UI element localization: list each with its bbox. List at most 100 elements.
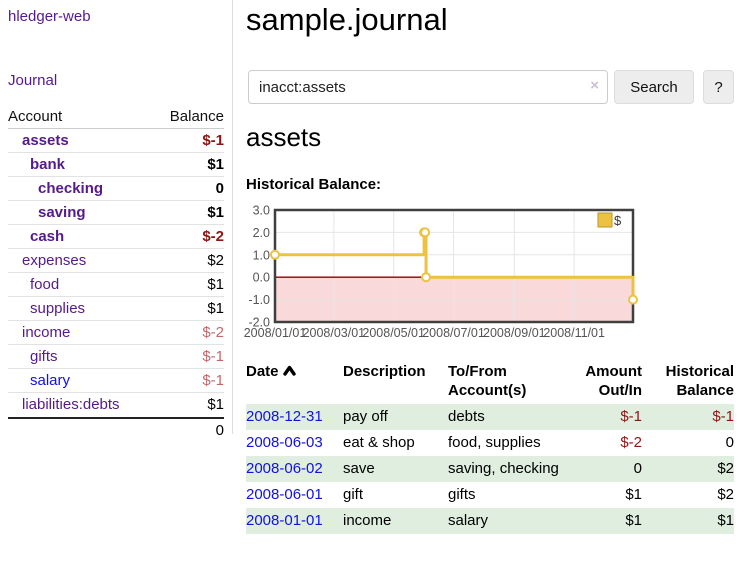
register-header-historical: Historical Balance: [642, 362, 734, 404]
transaction-balance: 0: [642, 430, 734, 456]
help-button[interactable]: ?: [703, 70, 734, 104]
transaction-description: save: [343, 456, 448, 482]
register-header-description: Description: [343, 362, 448, 404]
account-row: checking 0: [8, 177, 224, 201]
transaction-date-text[interactable]: 2008-12-31: [246, 408, 323, 425]
account-balance: 0: [215, 180, 224, 197]
chart-label: Historical Balance:: [246, 176, 382, 193]
account-row: gifts $-1: [8, 345, 224, 369]
account-link[interactable]: gifts: [30, 348, 58, 365]
account-link[interactable]: supplies: [30, 300, 86, 317]
account-link[interactable]: bank: [30, 156, 66, 173]
x-tick-label: 2008/09/01: [483, 326, 546, 340]
data-point-marker: [270, 249, 280, 260]
x-tick-label: 2008/03/01: [303, 326, 366, 340]
transaction-row: 2008-12-31 pay off debts $-1 $-1: [246, 404, 734, 430]
transaction-row: 2008-06-02 save saving, checking 0 $2: [246, 456, 734, 482]
account-balance: $1: [207, 204, 224, 221]
transaction-amount: 0: [560, 456, 642, 482]
accounts-header-balance: Balance: [169, 108, 224, 125]
search-bar: × Search ?: [248, 70, 734, 104]
transaction-balance-text: $-1: [712, 408, 734, 425]
accounts-total-value: 0: [215, 422, 224, 439]
header-line2: Balance: [676, 382, 734, 399]
transaction-balance: $2: [642, 482, 734, 508]
x-tick-label: 2008/01/01: [244, 326, 307, 340]
account-link[interactable]: liabilities:debts: [22, 396, 120, 413]
transaction-accounts: debts: [448, 404, 560, 430]
account-link[interactable]: cash: [30, 228, 65, 245]
header-line1: Description: [343, 363, 426, 380]
transaction-balance-text: $1: [717, 512, 734, 529]
register-header-amount: Amount Out/In: [560, 362, 642, 404]
account-row: cash $-2: [8, 225, 224, 249]
account-row: income $-2: [8, 321, 224, 345]
y-tick-label: 1.0: [253, 248, 270, 262]
transaction-date[interactable]: 2008-01-01: [246, 508, 343, 534]
transaction-date-text[interactable]: 2008-01-01: [246, 512, 323, 529]
sidebar-item-journal[interactable]: Journal: [8, 72, 58, 89]
transaction-description-text: gift: [343, 486, 364, 503]
transaction-date[interactable]: 2008-12-31: [246, 404, 343, 430]
transaction-balance: $-1: [642, 404, 734, 430]
data-point-marker: [420, 227, 431, 238]
accounts-header-account: Account: [8, 108, 63, 125]
transaction-date-text[interactable]: 2008-06-03: [246, 434, 323, 451]
transaction-accounts-text: gifts: [448, 486, 476, 503]
header-line2: Out/In: [598, 382, 642, 399]
header-line1: Amount: [585, 363, 642, 380]
sidebar: hledger-web Journal Account Balance asse…: [0, 0, 233, 439]
legend-label: $: [614, 213, 622, 228]
header-line2: Account(s): [448, 382, 527, 399]
transaction-amount: $-1: [560, 404, 642, 430]
account-link[interactable]: food: [30, 276, 60, 293]
transaction-balance-text: 0: [725, 434, 734, 451]
transaction-description: income: [343, 508, 448, 534]
transaction-accounts: gifts: [448, 482, 560, 508]
transaction-accounts: salary: [448, 508, 560, 534]
accounts-total-row: 0: [8, 417, 224, 441]
transaction-date[interactable]: 2008-06-02: [246, 456, 343, 482]
transaction-description: gift: [343, 482, 448, 508]
transaction-description: eat & shop: [343, 430, 448, 456]
transaction-accounts: saving, checking: [448, 456, 560, 482]
account-link[interactable]: assets: [22, 132, 69, 149]
register-header-tofrom: To/From Account(s): [448, 362, 560, 404]
header-line1: Date: [246, 363, 279, 380]
transaction-row: 2008-01-01 income salary $1 $1: [246, 508, 734, 534]
transaction-amount-text: 0: [633, 460, 642, 477]
register-header-date[interactable]: Date: [246, 362, 343, 404]
historical-balance-chart[interactable]: $3.0 2.0 1.0 0.0 -1.0 -2.02008/01/012008/03/0…: [240, 200, 742, 348]
transaction-accounts-text: salary: [448, 512, 489, 529]
y-tick-label: -1.0: [248, 293, 270, 307]
transaction-date-text[interactable]: 2008-06-02: [246, 460, 323, 477]
search-input[interactable]: [248, 70, 608, 104]
legend-swatch: [597, 212, 613, 228]
transaction-balance: $2: [642, 456, 734, 482]
transaction-balance-text: $2: [717, 460, 734, 477]
account-link[interactable]: saving: [38, 204, 86, 221]
account-link[interactable]: checking: [38, 180, 104, 197]
account-link[interactable]: expenses: [22, 252, 87, 269]
transaction-description-text: pay off: [343, 408, 388, 425]
accounts-table-header: Account Balance: [8, 106, 224, 129]
account-balance: $1: [207, 156, 224, 173]
y-tick-label: 0.0: [253, 271, 270, 285]
transaction-date-text[interactable]: 2008-06-01: [246, 486, 323, 503]
account-balance: $-2: [202, 228, 224, 245]
account-heading: assets: [246, 122, 322, 152]
account-link[interactable]: income: [22, 324, 71, 341]
account-balance: $2: [207, 252, 224, 269]
transaction-amount-text: $1: [625, 512, 642, 529]
search-button[interactable]: Search: [614, 70, 694, 104]
account-balance: $1: [207, 276, 224, 293]
transaction-date[interactable]: 2008-06-03: [246, 430, 343, 456]
brand-link[interactable]: hledger-web: [8, 8, 91, 25]
clear-search-icon[interactable]: ×: [590, 77, 599, 94]
transaction-date[interactable]: 2008-06-01: [246, 482, 343, 508]
account-link[interactable]: salary: [30, 372, 71, 389]
account-balance: $-1: [202, 132, 224, 149]
register-table: Date Description To/From Account(s) Amount Ou…: [246, 362, 734, 534]
sort-ascending-icon[interactable]: [282, 365, 296, 376]
y-tick-label: -2.0: [248, 316, 270, 330]
